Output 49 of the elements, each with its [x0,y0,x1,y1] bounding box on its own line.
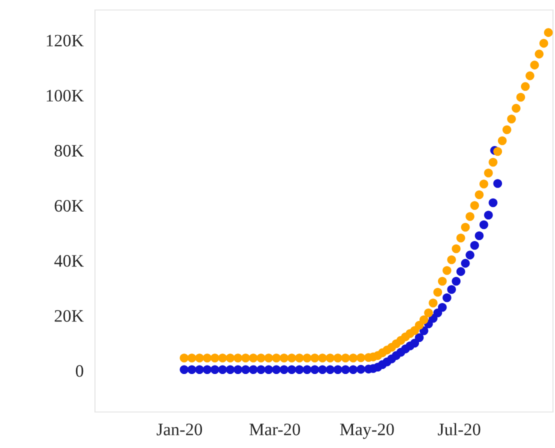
point [326,365,335,374]
y-tick-label: 100K [46,90,84,102]
point [226,365,235,374]
point [414,333,424,342]
y-tick-label: 40K [54,255,84,267]
point [474,231,484,240]
point [452,276,461,286]
point [187,365,196,374]
x-tick-label: May-20 [340,424,394,439]
point [442,293,452,302]
point [348,365,358,374]
point [218,365,227,374]
point [210,365,220,374]
point [447,285,456,294]
x-tick-label: Jul-20 [438,423,480,436]
point [318,365,327,374]
point [310,365,320,374]
point [493,179,502,188]
point [287,365,296,374]
point [484,210,493,220]
point [256,365,266,374]
x-tick-label: Jan-20 [156,424,202,436]
point [264,365,274,374]
point [438,302,447,312]
point [456,267,466,276]
point [466,250,474,260]
point [180,365,189,374]
point [479,220,488,230]
point [202,365,212,374]
y-tick-label: 0 [76,365,84,377]
point [356,364,366,374]
point [488,198,498,208]
point [241,365,250,374]
point [302,365,312,374]
point [248,365,258,374]
point [195,365,204,374]
point [341,365,350,374]
point [272,365,281,374]
point [295,365,304,374]
x-tick-label: Mar-20 [249,424,300,436]
point [333,365,342,374]
y-tick-label: 60K [54,200,84,212]
point [234,365,242,374]
y-tick-label: 80K [54,144,84,157]
point [280,365,288,374]
point [461,258,470,268]
point [470,241,480,250]
y-tick-label: 20K [54,310,84,322]
y-tick-label: 120K [46,34,84,46]
